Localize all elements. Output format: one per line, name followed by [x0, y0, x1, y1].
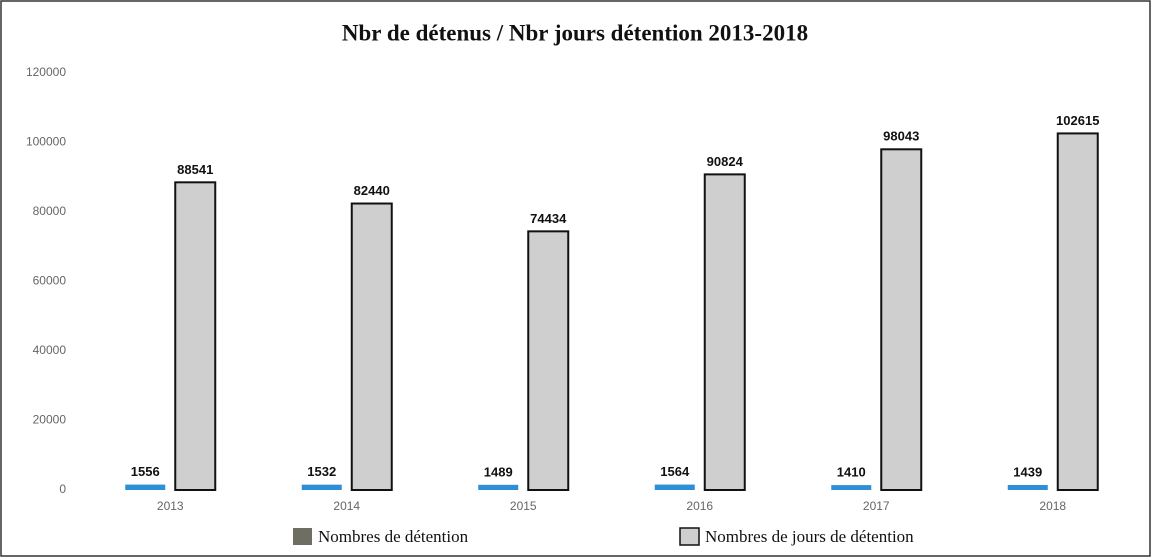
bar [880, 148, 923, 491]
y-tick-label: 20000 [33, 413, 67, 427]
legend-swatch [679, 527, 700, 546]
bar [1007, 484, 1048, 490]
x-tick-label: 2018 [1039, 499, 1066, 513]
x-tick-label: 2017 [863, 499, 890, 513]
bar [478, 484, 519, 490]
bar [174, 181, 217, 491]
bar [350, 202, 393, 491]
y-tick-label: 40000 [33, 343, 67, 357]
data-label: 1410 [837, 465, 866, 480]
bar [654, 484, 695, 490]
y-tick-label: 100000 [26, 135, 66, 149]
bar [703, 173, 746, 491]
data-label: 90824 [707, 154, 744, 169]
x-tick-label: 2015 [510, 499, 537, 513]
legend-swatch [293, 528, 312, 545]
bar [831, 485, 872, 490]
data-label: 1532 [307, 464, 336, 479]
y-tick-label: 80000 [33, 204, 67, 218]
data-label: 98043 [883, 129, 919, 144]
y-tick-label: 60000 [33, 274, 67, 288]
y-tick-label: 120000 [26, 65, 66, 79]
bar [527, 230, 570, 491]
y-tick-label: 0 [59, 482, 66, 496]
data-label: 82440 [354, 183, 390, 198]
bar [301, 484, 342, 490]
data-label: 1489 [484, 464, 513, 479]
chart-title: Nbr de détenus / Nbr jours détention 201… [342, 20, 808, 45]
legend-label: Nombres de détention [318, 527, 469, 546]
x-tick-label: 2014 [333, 499, 360, 513]
bar [125, 484, 166, 490]
data-label: 102615 [1056, 113, 1099, 128]
data-label: 74434 [530, 211, 567, 226]
x-tick-label: 2013 [157, 499, 184, 513]
data-label: 1564 [660, 464, 690, 479]
legend-label: Nombres de jours de détention [705, 527, 914, 546]
data-label: 88541 [177, 162, 213, 177]
data-label: 1556 [131, 464, 160, 479]
x-tick-label: 2016 [686, 499, 713, 513]
data-label: 1439 [1013, 464, 1042, 479]
bar [1056, 132, 1099, 491]
